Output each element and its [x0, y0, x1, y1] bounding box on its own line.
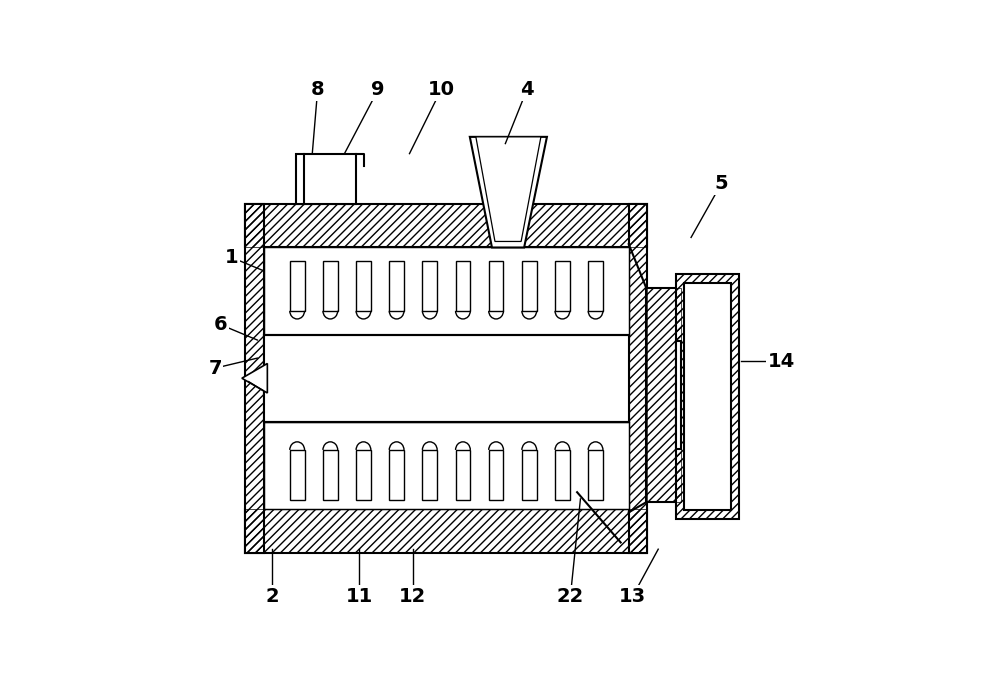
Bar: [264, 247, 629, 335]
Text: 4: 4: [520, 80, 534, 99]
Bar: [290, 450, 305, 500]
Text: 14: 14: [768, 352, 795, 371]
Bar: [555, 450, 570, 500]
Text: 10: 10: [428, 80, 455, 99]
Bar: [422, 260, 437, 311]
Bar: [264, 247, 629, 509]
Bar: [588, 260, 603, 311]
Bar: [245, 509, 647, 552]
Text: 2: 2: [265, 587, 279, 606]
Text: 5: 5: [714, 174, 728, 193]
Bar: [676, 274, 739, 519]
Bar: [245, 204, 264, 552]
Bar: [356, 450, 371, 500]
Text: 22: 22: [557, 587, 584, 606]
Bar: [629, 204, 647, 552]
Bar: [676, 341, 681, 449]
Bar: [646, 288, 681, 502]
Bar: [389, 450, 404, 500]
Text: 8: 8: [311, 80, 324, 99]
Bar: [245, 204, 647, 247]
Polygon shape: [470, 137, 547, 247]
Polygon shape: [476, 137, 541, 241]
Bar: [323, 260, 338, 311]
Text: 11: 11: [346, 587, 373, 606]
Bar: [522, 450, 537, 500]
Text: 1: 1: [225, 248, 239, 267]
Bar: [456, 450, 470, 500]
Text: 6: 6: [214, 315, 227, 334]
Bar: [245, 204, 647, 247]
Bar: [522, 260, 537, 311]
Text: 13: 13: [619, 587, 646, 606]
Text: 12: 12: [399, 587, 426, 606]
Bar: [323, 450, 338, 500]
Bar: [296, 153, 356, 204]
Bar: [290, 260, 305, 311]
Bar: [389, 260, 404, 311]
Bar: [245, 204, 264, 552]
Bar: [646, 288, 681, 502]
Bar: [588, 450, 603, 500]
Bar: [489, 450, 503, 500]
Bar: [555, 260, 570, 311]
Bar: [245, 509, 647, 552]
Bar: [456, 260, 470, 311]
Bar: [422, 450, 437, 500]
Text: 7: 7: [208, 359, 222, 378]
Bar: [264, 335, 629, 422]
Bar: [356, 260, 371, 311]
Bar: [489, 260, 503, 311]
Bar: [684, 283, 731, 510]
Bar: [629, 204, 647, 552]
Text: 9: 9: [371, 80, 385, 99]
Bar: [676, 274, 739, 519]
Bar: [264, 422, 629, 509]
Polygon shape: [242, 364, 267, 393]
